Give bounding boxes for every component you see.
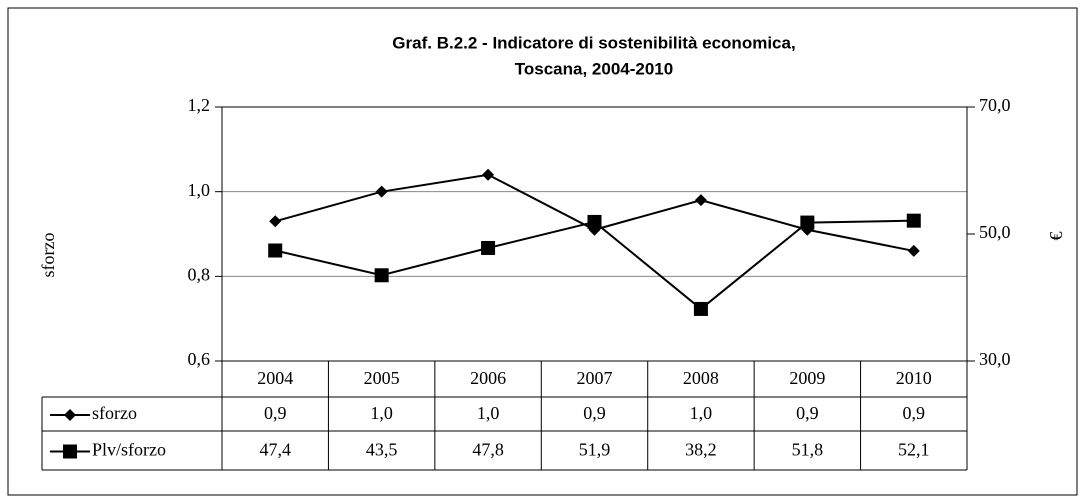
y2-tick-label: 70,0 [979,95,1011,115]
point-marker [800,215,815,230]
legend-label: sforzo [92,403,137,423]
point-marker [907,244,920,257]
table-value: 0,9 [583,403,606,423]
legend-label: Plv/sforzo [92,440,166,460]
table-value: 47,4 [259,440,291,460]
point-marker [268,243,283,258]
point-marker [375,185,388,198]
table-value: 51,9 [579,440,611,460]
table-value: 52,1 [898,440,930,460]
y2-tick-label: 30,0 [979,349,1011,369]
y-tick-label: 1,0 [188,180,211,200]
x-tick-label: 2009 [789,368,825,388]
table-value: 0,9 [264,403,287,423]
y-tick-label: 0,6 [188,349,211,369]
table-value: 51,8 [792,440,824,460]
legend-marker [64,409,76,421]
legend-marker [63,444,77,459]
point-marker [374,268,389,283]
table-value: 43,5 [366,440,398,460]
x-tick-label: 2007 [577,368,613,388]
point-marker [906,213,921,228]
table-value: 0,9 [903,403,926,423]
point-marker [694,194,707,207]
chart-title: Toscana, 2004-2010 [515,59,673,78]
point-marker [482,168,495,181]
table-value: 47,8 [472,440,504,460]
point-marker [269,215,282,228]
table-value: 1,0 [690,403,713,423]
y-tick-label: 0,8 [188,264,211,284]
y-axis-label: sforzo [38,233,58,278]
chart-border [7,7,1078,496]
point-marker [481,240,496,255]
y2-axis-label: € [1046,232,1066,241]
table-value: 1,0 [477,403,500,423]
y2-tick-label: 50,0 [979,222,1011,242]
table-value: 1,0 [370,403,393,423]
chart-title: Graf. B.2.2 - Indicatore di sostenibilit… [392,33,795,52]
x-tick-label: 2006 [470,368,506,388]
table-value: 38,2 [685,440,717,460]
point-marker [693,301,708,316]
x-tick-label: 2004 [257,368,293,388]
x-tick-label: 2005 [364,368,400,388]
table-value: 0,9 [796,403,819,423]
x-tick-label: 2008 [683,368,719,388]
x-tick-label: 2010 [896,368,932,388]
point-marker [587,214,602,229]
y-tick-label: 1,2 [188,95,211,115]
